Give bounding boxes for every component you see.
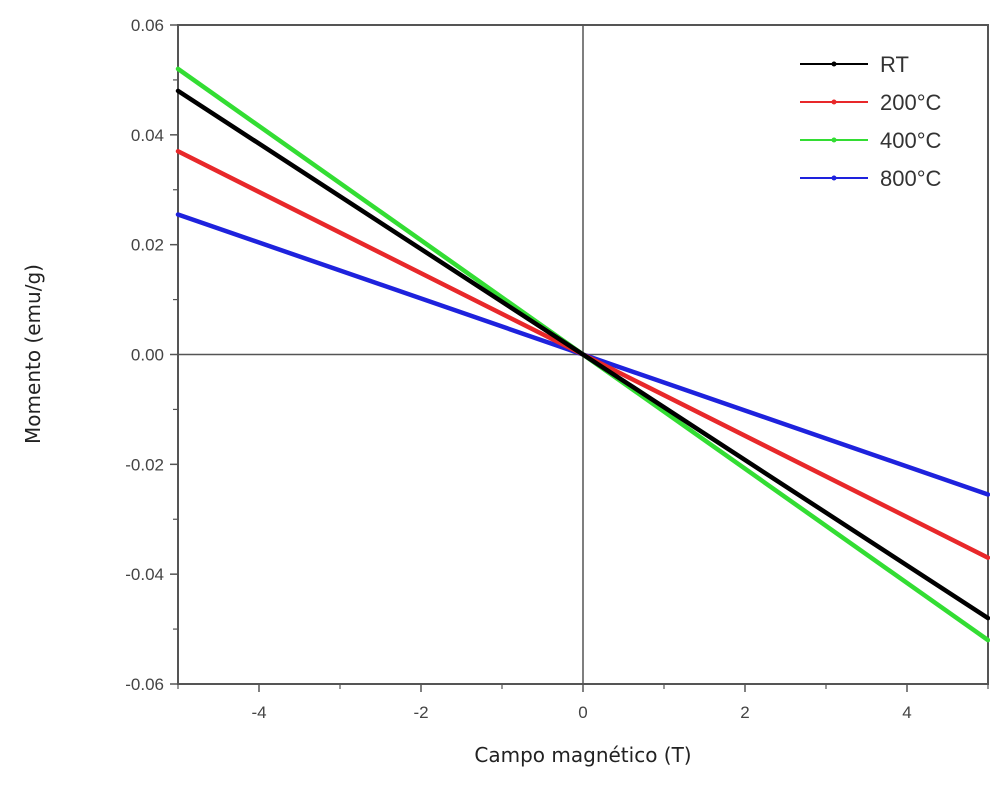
x-tick-label: 2	[740, 703, 749, 722]
legend-marker	[831, 61, 837, 67]
y-tick-label: -0.02	[125, 455, 164, 474]
legend-label: 200°C	[880, 90, 942, 115]
legend-marker	[831, 175, 837, 181]
x-tick-label: -4	[251, 703, 266, 722]
x-axis-title: Campo magnético (T)	[474, 743, 691, 767]
x-tick-label: 4	[902, 703, 911, 722]
legend-label: 800°C	[880, 166, 942, 191]
x-tick-label: 0	[578, 703, 587, 722]
legend-label: RT	[880, 52, 909, 77]
y-tick-label: -0.06	[125, 675, 164, 694]
y-tick-label: 0.04	[131, 126, 164, 145]
series-layer	[175, 66, 990, 643]
y-tick-label: 0.00	[131, 346, 164, 365]
y-tick-label: -0.04	[125, 565, 164, 584]
axis-ticks: -4 -2 0 2 4 -0.06 -0.04 -0.02 0.00 0.02 0.04 0.06	[125, 16, 989, 722]
legend-marker	[831, 137, 837, 143]
legend-label: 400°C	[880, 128, 942, 153]
legend-marker	[831, 99, 837, 105]
y-tick-label: 0.06	[131, 16, 164, 35]
x-tick-label: -2	[413, 703, 428, 722]
y-axis-title: Momento (emu/g)	[21, 264, 45, 444]
y-tick-label: 0.02	[131, 236, 164, 255]
series-line-0	[175, 88, 990, 621]
legend: RT 200°C 400°C 800°C	[800, 52, 942, 191]
